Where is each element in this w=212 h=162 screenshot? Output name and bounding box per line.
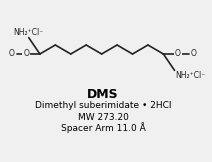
Text: O: O — [23, 50, 29, 58]
Text: DMS: DMS — [87, 87, 119, 100]
Text: MW 273.20: MW 273.20 — [78, 112, 128, 122]
Text: NH₂⁺Cl⁻: NH₂⁺Cl⁻ — [14, 28, 44, 37]
Text: O: O — [191, 50, 197, 58]
Text: Spacer Arm 11.0 Å: Spacer Arm 11.0 Å — [61, 123, 145, 133]
Text: NH₂⁺Cl⁻: NH₂⁺Cl⁻ — [176, 71, 206, 80]
Text: O: O — [175, 50, 181, 58]
Text: O: O — [9, 50, 15, 58]
Text: Dimethyl suberimidate • 2HCl: Dimethyl suberimidate • 2HCl — [35, 102, 171, 110]
